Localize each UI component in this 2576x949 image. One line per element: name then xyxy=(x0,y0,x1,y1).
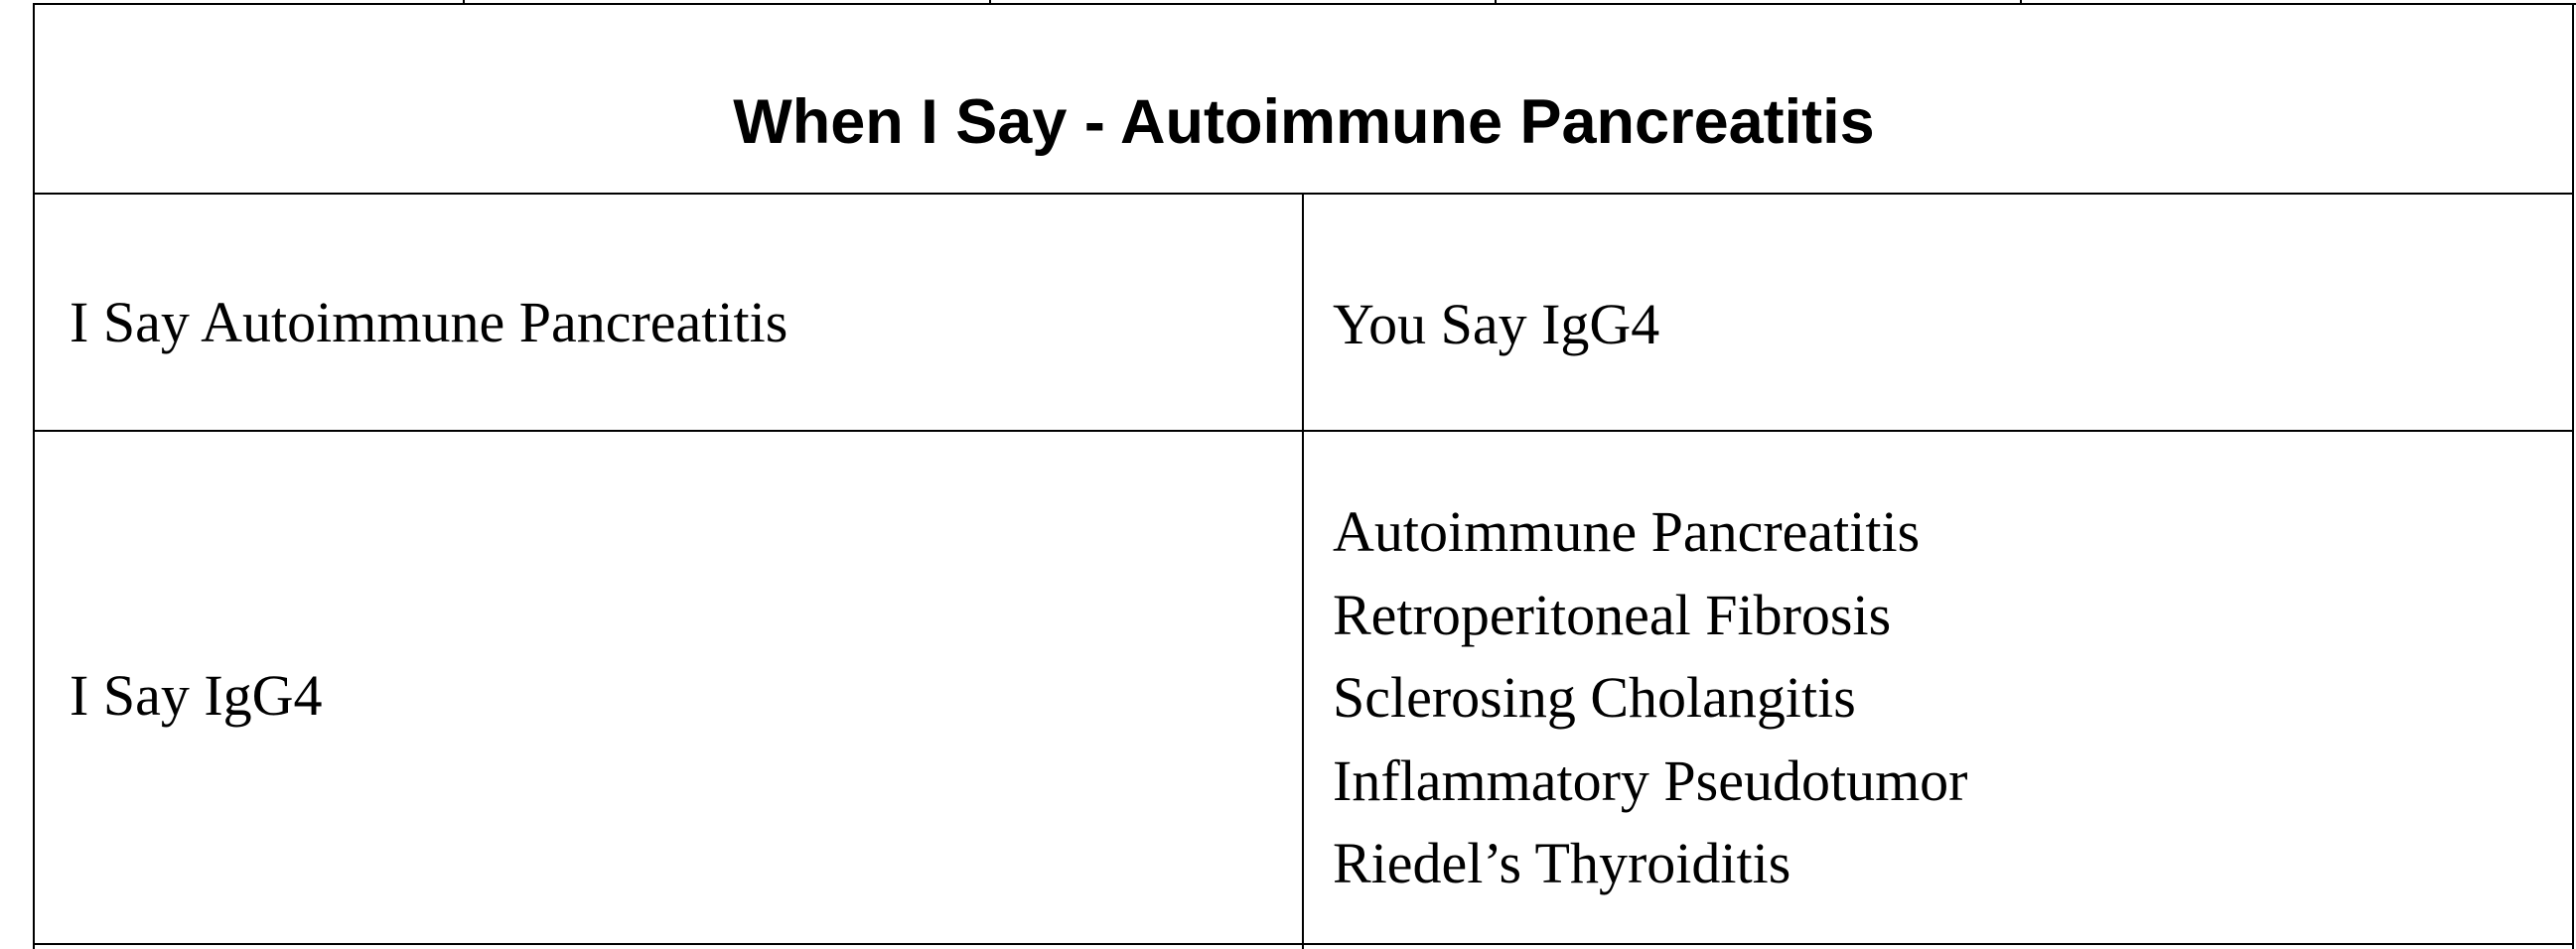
table-right-border xyxy=(2572,3,2574,949)
list-item: Riedel’s Thyroiditis xyxy=(1333,831,1791,895)
row-2-right-cell-list: Autoimmune Pancreatitis Retroperitoneal … xyxy=(1333,490,1968,905)
table-top-border xyxy=(34,3,2576,5)
previous-table-divider xyxy=(1495,0,1497,5)
list-item: Inflammatory Pseudotumor xyxy=(1333,747,1968,813)
row-2-left-cell: I Say IgG4 xyxy=(70,663,323,728)
list-item: Retroperitoneal Fibrosis xyxy=(1333,582,1892,647)
previous-table-divider xyxy=(989,0,991,5)
previous-table-divider xyxy=(2020,0,2022,5)
title-row-bottom-border xyxy=(34,193,2574,195)
row-1-right-cell: You Say IgG4 xyxy=(1333,292,1660,356)
previous-table-divider xyxy=(463,0,465,5)
row-1-left-cell: I Say Autoimmune Pancreatitis xyxy=(70,290,788,354)
row-1-bottom-border xyxy=(34,430,2574,432)
table-left-border xyxy=(33,3,35,949)
table-title: When I Say - Autoimmune Pancreatitis xyxy=(733,87,1875,157)
list-item: Autoimmune Pancreatitis xyxy=(1333,499,1921,564)
list-item: Sclerosing Cholangitis xyxy=(1333,665,1856,730)
row-2-bottom-border xyxy=(34,943,2574,945)
column-divider xyxy=(1302,194,1304,949)
